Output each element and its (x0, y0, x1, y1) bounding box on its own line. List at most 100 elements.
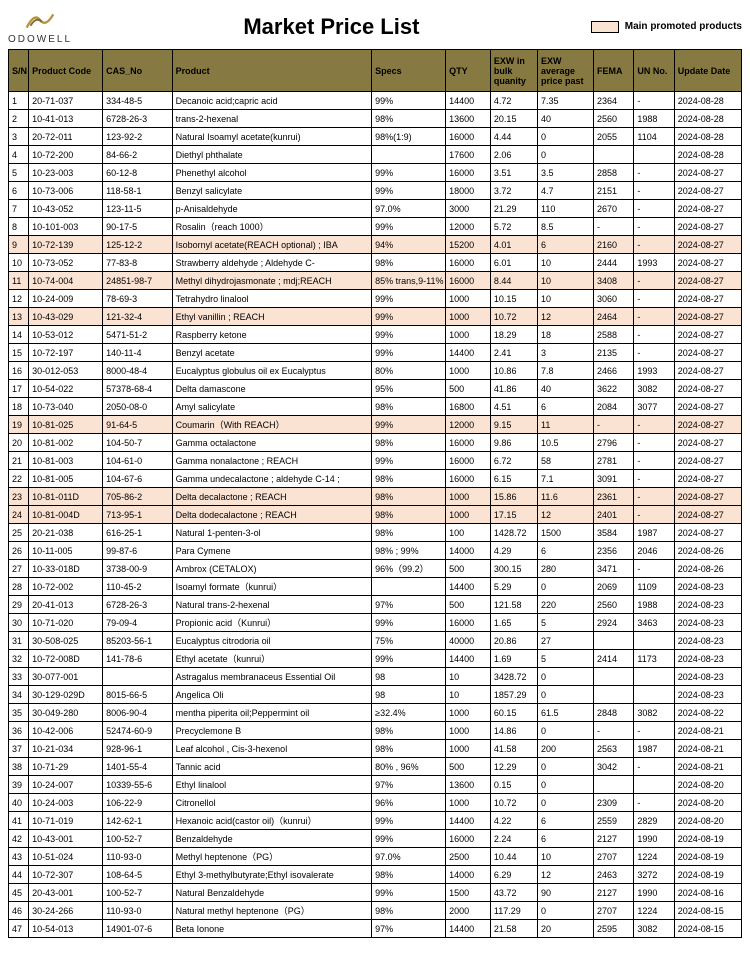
cell-code: 10-54-013 (29, 920, 103, 938)
cell-specs: 95% (372, 380, 446, 398)
cell-qty: 14000 (446, 542, 491, 560)
table-row: 2610-11-00599-87-6Para Cymene98% ; 99%14… (9, 542, 742, 560)
col-sn: S/N (9, 50, 29, 92)
cell-code: 10-81-003 (29, 452, 103, 470)
cell-date: 2024-08-27 (674, 398, 741, 416)
cell-date: 2024-08-27 (674, 200, 741, 218)
cell-code: 10-81-002 (29, 434, 103, 452)
cell-code: 10-11-005 (29, 542, 103, 560)
cell-un: 1224 (634, 902, 674, 920)
cell-cas: 104-67-6 (103, 470, 172, 488)
cell-fema: 3584 (594, 524, 634, 542)
table-row: 710-43-052123-11-5p-Anisaldehyde97.0%300… (9, 200, 742, 218)
cell-cas: 616-25-1 (103, 524, 172, 542)
cell-exwa: 6 (537, 830, 593, 848)
cell-code: 10-53-012 (29, 326, 103, 344)
cell-exwa: 40 (537, 110, 593, 128)
cell-exwb: 6.29 (490, 866, 537, 884)
table-row: 2410-81-004D713-95-1Delta dodecalactone … (9, 506, 742, 524)
cell-cas: 121-32-4 (103, 308, 172, 326)
cell-date: 2024-08-27 (674, 506, 741, 524)
cell-specs: 98% (372, 110, 446, 128)
cell-exwa: 110 (537, 200, 593, 218)
cell-date: 2024-08-28 (674, 92, 741, 110)
cell-cas: 60-12-8 (103, 164, 172, 182)
cell-code: 10-21-034 (29, 740, 103, 758)
cell-specs: 98% (372, 488, 446, 506)
cell-exwa: 0 (537, 128, 593, 146)
cell-code: 10-24-009 (29, 290, 103, 308)
cell-qty: 17600 (446, 146, 491, 164)
cell-code: 30-012-053 (29, 362, 103, 380)
cell-product: Diethyl phthalate (172, 146, 372, 164)
cell-un: - (634, 344, 674, 362)
cell-exwa: 10 (537, 290, 593, 308)
cell-un: 1987 (634, 740, 674, 758)
col-update-date: Update Date (674, 50, 741, 92)
cell-exwa: 0 (537, 578, 593, 596)
cell-sn: 34 (9, 686, 29, 704)
cell-sn: 1 (9, 92, 29, 110)
cell-un: 2046 (634, 542, 674, 560)
cell-exwa: 200 (537, 740, 593, 758)
cell-fema: 2364 (594, 92, 634, 110)
cell-sn: 19 (9, 416, 29, 434)
cell-date: 2024-08-27 (674, 326, 741, 344)
cell-fema: 2361 (594, 488, 634, 506)
cell-product: Leaf alcohol , Cis-3-hexenol (172, 740, 372, 758)
cell-exwa: 3 (537, 344, 593, 362)
cell-exwa: 7.1 (537, 470, 593, 488)
cell-exwb: 20.86 (490, 632, 537, 650)
cell-exwb: 9.15 (490, 416, 537, 434)
cell-date: 2024-08-23 (674, 686, 741, 704)
cell-product: Natural Benzaldehyde (172, 884, 372, 902)
cell-un: 1173 (634, 650, 674, 668)
cell-cas: 8000-48-4 (103, 362, 172, 380)
cell-fema: 2401 (594, 506, 634, 524)
cell-date: 2024-08-26 (674, 542, 741, 560)
cell-cas: 6728-26-3 (103, 596, 172, 614)
cell-code: 10-71-29 (29, 758, 103, 776)
cell-exwb: 121.58 (490, 596, 537, 614)
cell-qty: 15200 (446, 236, 491, 254)
cell-exwb: 60.15 (490, 704, 537, 722)
cell-code: 10-81-011D (29, 488, 103, 506)
logo-mark-icon (21, 8, 59, 32)
table-row: 3010-71-02079-09-4Propionic acid（Kunrui）… (9, 614, 742, 632)
cell-product: Methyl dihydrojasmonate ; mdj;REACH (172, 272, 372, 290)
cell-cas: 928-96-1 (103, 740, 172, 758)
cell-exwb: 17.15 (490, 506, 537, 524)
cell-fema: 2563 (594, 740, 634, 758)
cell-fema: 2707 (594, 848, 634, 866)
cell-date: 2024-08-23 (674, 668, 741, 686)
cell-cas: 104-61-0 (103, 452, 172, 470)
cell-qty: 2000 (446, 902, 491, 920)
table-row: 4410-72-307108-64-5Ethyl 3-methylbutyrat… (9, 866, 742, 884)
cell-product: Natural methyl heptenone（PG） (172, 902, 372, 920)
cell-product: Propionic acid（Kunrui） (172, 614, 372, 632)
cell-code: 10-41-013 (29, 110, 103, 128)
cell-un: 1993 (634, 362, 674, 380)
cell-un: 3082 (634, 920, 674, 938)
table-row: 320-72-011123-92-2Natural Isoamyl acetat… (9, 128, 742, 146)
cell-qty: 14400 (446, 344, 491, 362)
cell-specs: 99% (372, 182, 446, 200)
cell-un: - (634, 326, 674, 344)
cell-exwa: 6 (537, 236, 593, 254)
cell-sn: 41 (9, 812, 29, 830)
page-title: Market Price List (72, 14, 591, 40)
cell-fema: 2858 (594, 164, 634, 182)
cell-un: 1993 (634, 254, 674, 272)
cell-date: 2024-08-23 (674, 650, 741, 668)
cell-code: 10-24-007 (29, 776, 103, 794)
cell-sn: 40 (9, 794, 29, 812)
cell-code: 10-71-019 (29, 812, 103, 830)
cell-date: 2024-08-19 (674, 866, 741, 884)
cell-sn: 28 (9, 578, 29, 596)
cell-sn: 37 (9, 740, 29, 758)
cell-sn: 18 (9, 398, 29, 416)
cell-date: 2024-08-27 (674, 470, 741, 488)
table-row: 2810-72-002110-45-2Isoamyl formate（kunru… (9, 578, 742, 596)
cell-exwb: 1857.29 (490, 686, 537, 704)
cell-date: 2024-08-27 (674, 434, 741, 452)
